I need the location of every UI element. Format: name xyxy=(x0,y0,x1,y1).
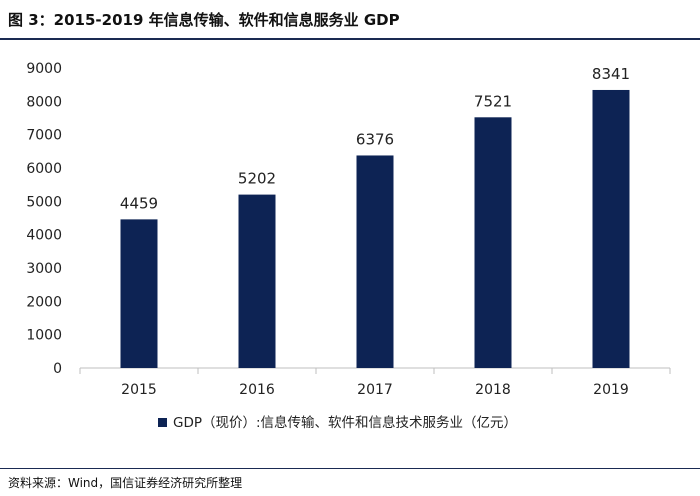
data-label: 6376 xyxy=(356,130,394,148)
bar xyxy=(474,117,512,368)
bar-chart: 0 1000 2000 3000 4000 5000 6000 7000 8000 9000 445… xyxy=(26,61,671,431)
y-tick-label: 3000 xyxy=(26,261,62,277)
x-tick-label: 2017 xyxy=(357,382,393,398)
y-tick-label: 2000 xyxy=(26,294,62,310)
data-label: 5202 xyxy=(238,170,276,188)
y-tick-label: 1000 xyxy=(26,328,62,344)
x-tick-label: 2016 xyxy=(239,382,275,398)
legend-label: GDP（现价）:信息传输、软件和信息技术服务业（亿元） xyxy=(173,414,517,431)
data-label: 7521 xyxy=(474,92,512,110)
y-tick-label: 9000 xyxy=(26,61,62,77)
bar xyxy=(356,155,394,368)
source-divider xyxy=(0,468,700,469)
y-tick-label: 8000 xyxy=(26,94,62,110)
y-tick-label: 6000 xyxy=(26,161,62,177)
x-tick-label: 2019 xyxy=(593,382,629,398)
title-bar: 图 3：2015-2019 年信息传输、软件和信息服务业 GDP xyxy=(0,0,700,40)
bar xyxy=(120,219,158,368)
x-tick-label: 2015 xyxy=(121,382,157,398)
legend-swatch xyxy=(158,418,167,427)
y-tick-label: 5000 xyxy=(26,194,62,210)
bar xyxy=(592,89,630,368)
data-label: 8341 xyxy=(592,65,630,83)
y-tick-label: 7000 xyxy=(26,128,62,144)
bar xyxy=(238,194,276,368)
y-tick-label: 4000 xyxy=(26,228,62,244)
source-note: 资料来源：Wind，国信证券经济研究所整理 xyxy=(8,476,243,490)
y-tick-label: 0 xyxy=(53,361,62,377)
data-label: 4459 xyxy=(120,194,158,212)
x-tick-label: 2018 xyxy=(475,382,511,398)
chart-title: 图 3：2015-2019 年信息传输、软件和信息服务业 GDP xyxy=(8,11,400,29)
